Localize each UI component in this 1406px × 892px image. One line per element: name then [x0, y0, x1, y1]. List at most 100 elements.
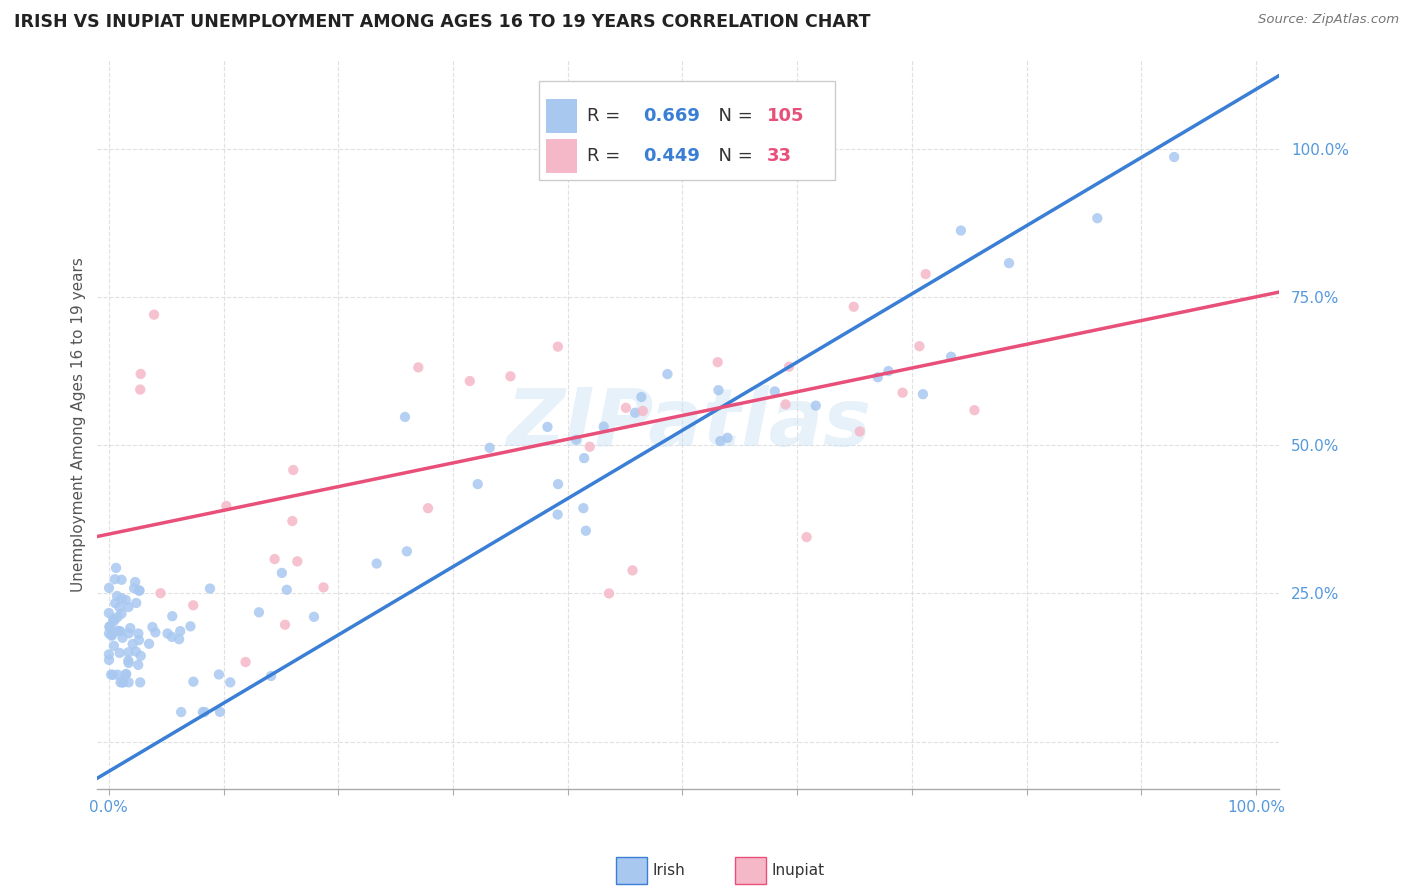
Point	[125, 644, 148, 658]
Point	[107, 610, 129, 624]
Point	[110, 573, 132, 587]
Point	[105, 589, 128, 603]
Point	[108, 646, 131, 660]
Point	[162, 609, 184, 624]
Point	[208, 705, 231, 719]
Point	[128, 583, 150, 598]
Point	[804, 399, 827, 413]
Point	[100, 628, 122, 642]
Text: IRISH VS INUPIAT UNEMPLOYMENT AMONG AGES 16 TO 19 YEARS CORRELATION CHART: IRISH VS INUPIAT UNEMPLOYMENT AMONG AGES…	[14, 13, 870, 31]
Text: ZIPatlas: ZIPatlas	[506, 385, 870, 463]
Point	[598, 586, 620, 600]
Point	[125, 596, 148, 610]
Point	[478, 441, 501, 455]
Point	[111, 631, 134, 645]
Point	[842, 300, 865, 314]
Point	[122, 581, 145, 595]
Point	[208, 667, 231, 681]
Point	[160, 630, 183, 644]
Point	[108, 624, 131, 639]
Text: N =: N =	[707, 147, 758, 165]
Point	[117, 645, 139, 659]
Point	[283, 463, 305, 477]
Point	[115, 593, 138, 607]
Point	[169, 624, 191, 639]
Point	[891, 385, 914, 400]
Point	[198, 582, 221, 596]
Point	[129, 675, 152, 690]
Point	[107, 624, 129, 638]
Point	[939, 350, 962, 364]
Point	[624, 406, 647, 420]
Point	[191, 705, 214, 719]
Point	[536, 420, 558, 434]
Point	[572, 451, 595, 466]
Point	[101, 612, 124, 626]
Point	[101, 668, 124, 682]
Point	[394, 409, 416, 424]
Text: R =: R =	[588, 147, 626, 165]
Point	[156, 626, 179, 640]
Point	[111, 675, 134, 690]
Point	[103, 639, 125, 653]
Point	[877, 364, 900, 378]
Point	[124, 574, 146, 589]
Point	[104, 596, 127, 610]
Point	[100, 667, 122, 681]
Point	[179, 619, 201, 633]
Point	[215, 499, 238, 513]
Text: 0.449: 0.449	[644, 147, 700, 165]
Point	[1085, 211, 1108, 226]
Point	[621, 563, 644, 577]
Point	[235, 655, 257, 669]
Point	[110, 607, 132, 621]
Point	[117, 600, 139, 615]
Point	[103, 614, 125, 628]
Point	[141, 620, 163, 634]
Point	[145, 625, 167, 640]
Point	[614, 401, 637, 415]
Y-axis label: Unemployment Among Ages 16 to 19 years: Unemployment Among Ages 16 to 19 years	[72, 257, 86, 591]
Point	[911, 387, 934, 401]
Point	[121, 637, 143, 651]
Point	[110, 675, 132, 690]
Text: Irish: Irish	[652, 863, 685, 878]
Text: Source: ZipAtlas.com: Source: ZipAtlas.com	[1258, 13, 1399, 27]
Point	[547, 340, 569, 354]
Point	[592, 419, 614, 434]
Point	[183, 674, 205, 689]
Point	[763, 384, 786, 399]
Point	[578, 440, 600, 454]
Point	[274, 617, 297, 632]
Point	[998, 256, 1021, 270]
Point	[547, 477, 569, 491]
Point	[848, 425, 870, 439]
Point	[170, 705, 193, 719]
Point	[98, 626, 121, 640]
Point	[129, 383, 152, 397]
Point	[467, 477, 489, 491]
Point	[285, 554, 308, 568]
Point	[101, 629, 124, 643]
Point	[97, 648, 120, 662]
Text: 0.669: 0.669	[644, 107, 700, 125]
Point	[312, 580, 335, 594]
Point	[796, 530, 818, 544]
Point	[219, 675, 242, 690]
Point	[963, 403, 986, 417]
Text: 33: 33	[768, 147, 792, 165]
Point	[707, 383, 730, 397]
Point	[716, 431, 738, 445]
Point	[247, 605, 270, 619]
Point	[98, 581, 121, 595]
Point	[127, 657, 149, 672]
Point	[128, 633, 150, 648]
Point	[281, 514, 304, 528]
Point	[709, 434, 731, 448]
Point	[181, 599, 204, 613]
Text: N =: N =	[707, 107, 758, 125]
Point	[143, 308, 166, 322]
Point	[98, 653, 121, 667]
Text: R =: R =	[588, 107, 626, 125]
Point	[706, 355, 728, 369]
